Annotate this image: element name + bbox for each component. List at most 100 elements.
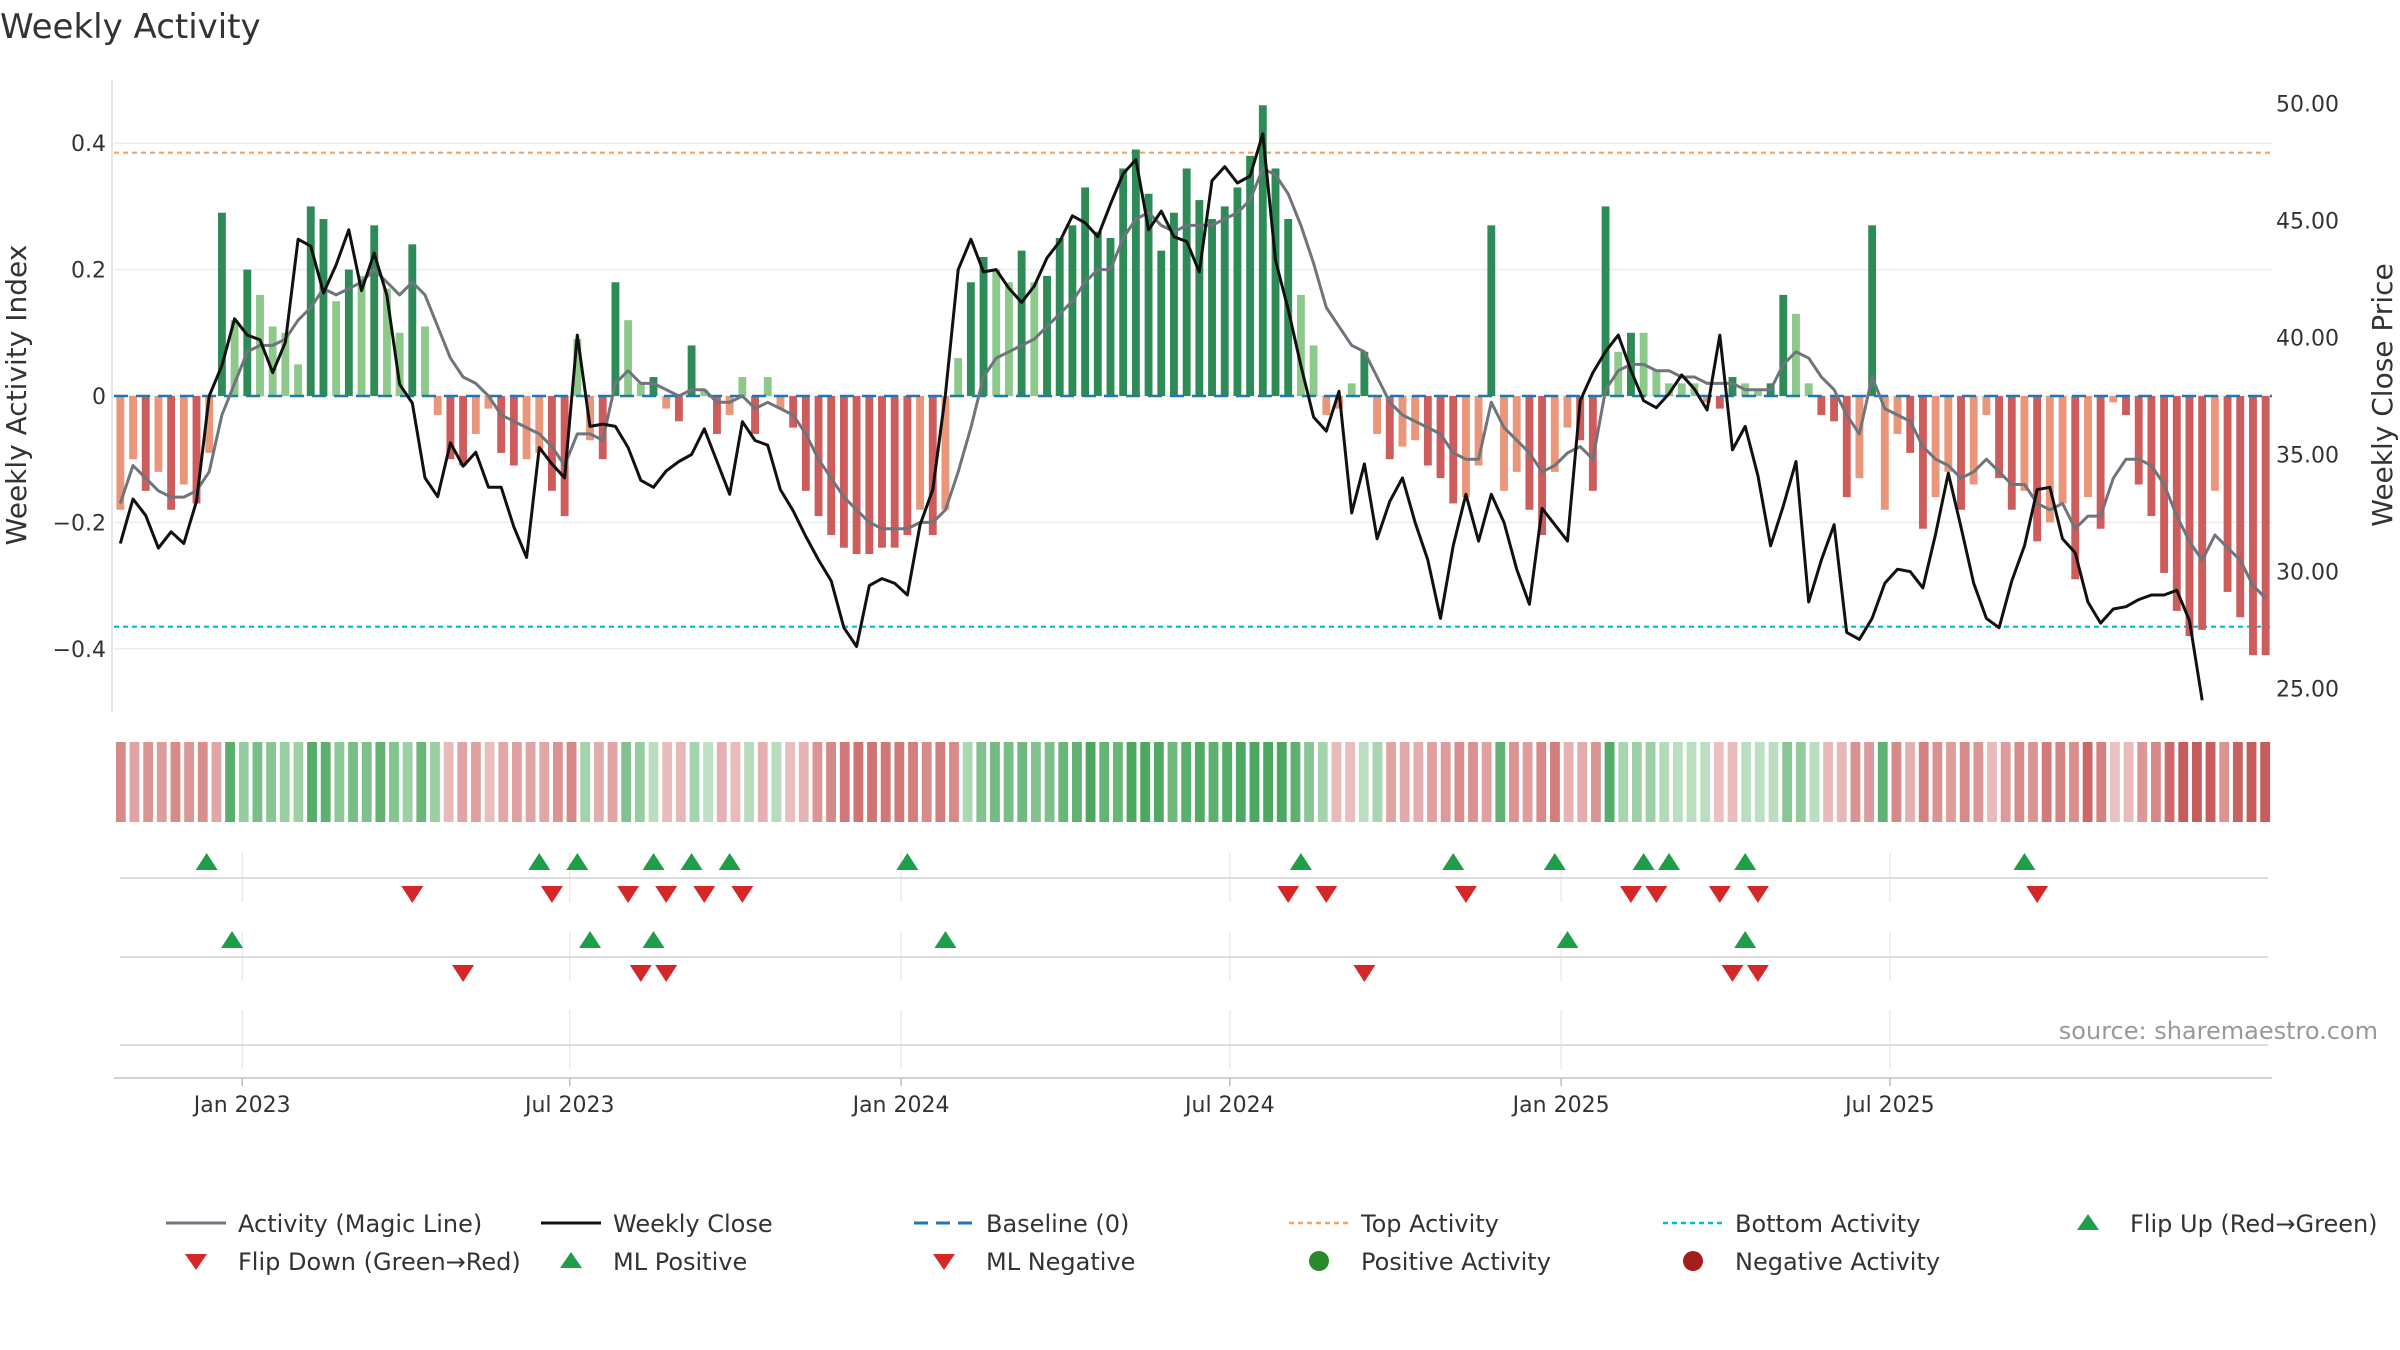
heat-strip-cell-147	[2123, 742, 2134, 822]
activity-bar-61	[890, 396, 899, 548]
activity-bar-113	[1550, 396, 1559, 472]
activity-bar-157	[2109, 396, 2118, 403]
activity-bar-74	[1055, 238, 1064, 396]
heat-strip-cell-25	[457, 742, 468, 822]
legend-label-0: Activity (Magic Line)	[238, 1210, 482, 1238]
activity-bar-148	[1995, 396, 2004, 479]
legend-symbol-8	[933, 1254, 955, 1270]
heat-strip-cell-88	[1317, 742, 1328, 822]
heat-strip-cell-66	[1017, 742, 1028, 822]
activity-bar-82	[1157, 250, 1166, 396]
activity-bar-43	[662, 396, 671, 409]
activity-bar-98	[1360, 351, 1369, 396]
activity-bar-48	[725, 396, 734, 415]
activity-bar-104	[1436, 396, 1445, 479]
heat-strip-cell-24	[443, 742, 454, 822]
heat-strip-cell-52	[826, 742, 836, 822]
activity-bar-153	[2058, 396, 2067, 504]
heat-strip-cell-148	[2137, 742, 2148, 822]
heat-strip-cell-2	[143, 742, 154, 822]
activity-bar-165	[2210, 396, 2219, 491]
activity-bar-9	[230, 320, 239, 396]
activity-bar-4	[167, 396, 176, 510]
activity-bar-59	[865, 396, 874, 554]
heat-strip-cell-72	[1099, 742, 1110, 822]
activity-heat-strip	[115, 742, 2271, 822]
heat-strip-cell-121	[1768, 742, 1779, 822]
heat-strip-cell-85	[1276, 742, 1287, 822]
source-label: source: sharemaestro.com	[2059, 1017, 2378, 1045]
flip-down-marker-8	[1454, 886, 1477, 903]
heat-strip-cell-153	[2205, 742, 2216, 822]
activity-bar-69	[992, 269, 1001, 396]
activity-bar-77	[1093, 231, 1102, 396]
activity-bar-21	[382, 288, 391, 396]
activity-bar-52	[776, 396, 785, 409]
activity-bar-97	[1347, 383, 1356, 396]
heat-strip-cell-59	[921, 742, 932, 822]
heat-strip-cell-62	[962, 742, 973, 822]
heat-strip-cell-82	[1235, 742, 1246, 822]
heat-strip-cell-127	[1850, 742, 1861, 822]
heat-strip-cell-90	[1345, 742, 1355, 822]
heat-strip-cell-132	[1918, 742, 1929, 822]
activity-bar-88	[1233, 187, 1242, 396]
activity-bar-6	[192, 396, 201, 504]
activity-bar-20	[370, 225, 379, 396]
activity-bar-136	[1842, 396, 1851, 498]
y-axis-label: Weekly Activity Index	[0, 245, 33, 546]
activity-bar-14	[294, 364, 302, 396]
heat-strip-cell-29	[512, 742, 522, 822]
activity-bar-123	[1677, 383, 1686, 396]
heat-strip-cell-136	[1973, 742, 1984, 822]
flip-down-marker-10	[1645, 886, 1668, 903]
series-lines	[114, 132, 2272, 701]
x-tick-label-5: Jul 2025	[1843, 1093, 1935, 1118]
activity-bar-103	[1423, 396, 1432, 466]
activity-bar-149	[2007, 396, 2016, 510]
activity-bar-91	[1271, 168, 1280, 396]
activity-bar-1	[129, 396, 137, 460]
heat-strip-cell-93	[1386, 742, 1396, 822]
heat-strip-cell-156	[2246, 742, 2257, 822]
heat-strip-cell-146	[2110, 742, 2120, 822]
flip-down-marker-11	[1708, 886, 1731, 903]
activity-bar-34	[548, 396, 556, 491]
heat-strip-cell-92	[1372, 742, 1383, 822]
heat-strip-cell-34	[580, 742, 591, 822]
activity-bar-62	[903, 396, 912, 536]
legend-label-2: Baseline (0)	[986, 1210, 1129, 1238]
flip-up-marker-7	[1289, 853, 1312, 870]
flip-up-marker-0	[195, 853, 218, 870]
activity-bar-116	[1588, 396, 1597, 491]
legend-label-6: Flip Down (Green→Red)	[238, 1248, 521, 1276]
heat-strip-cell-140	[2028, 742, 2038, 822]
x-tick-label-0: Jan 2023	[192, 1093, 291, 1118]
activity-bar-135	[1830, 396, 1838, 422]
heat-strip-cell-78	[1181, 742, 1192, 822]
activity-bar-44	[674, 396, 683, 422]
activity-bar-114	[1563, 396, 1572, 428]
ml-positive-marker-5	[1734, 931, 1757, 948]
right-y-axis: 50.00 45.00 40.00 35.00 30.00 25.00	[2276, 92, 2339, 702]
flip-up-marker-11	[1658, 853, 1681, 870]
heat-strip-cell-20	[389, 742, 399, 822]
activity-bar-36	[573, 339, 582, 396]
heat-strip-cell-47	[757, 742, 768, 822]
heat-strip-cell-97	[1440, 742, 1451, 822]
activity-bar-150	[2020, 396, 2029, 491]
activity-bar-65	[941, 396, 950, 510]
heat-strip-cell-143	[2069, 742, 2079, 822]
activity-bar-90	[1258, 105, 1267, 396]
activity-bar-109	[1500, 396, 1508, 491]
heat-strip-cell-76	[1153, 742, 1164, 822]
heat-strip-cell-87	[1304, 742, 1315, 822]
y-tick-label-1: 0.2	[71, 259, 106, 284]
heat-strip-cell-36	[607, 742, 618, 822]
heat-strip-cell-64	[990, 742, 1000, 822]
heat-strip-cell-131	[1905, 742, 1915, 822]
activity-bar-29	[484, 396, 493, 409]
ml-positive-marker-2	[642, 931, 665, 948]
activity-bar-107	[1474, 396, 1483, 466]
